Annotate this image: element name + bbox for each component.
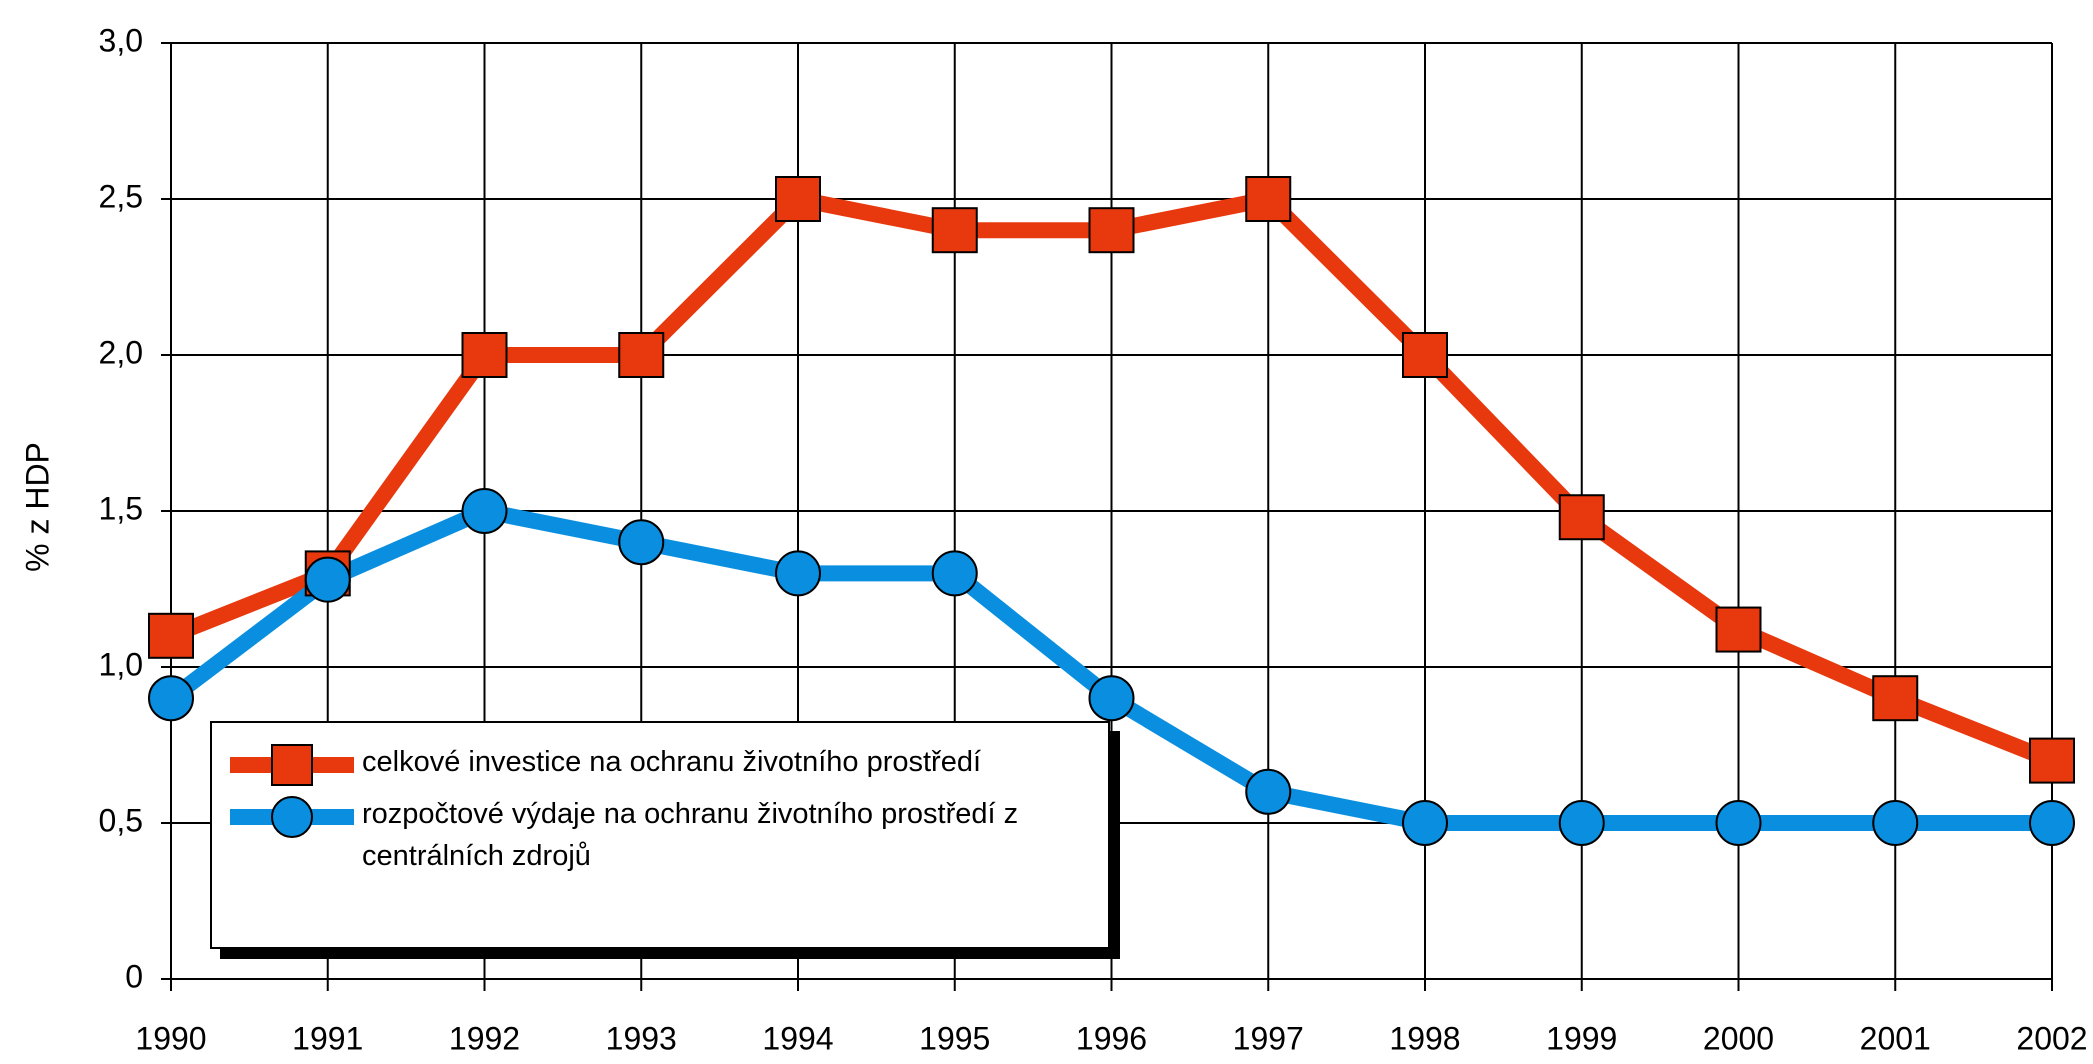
x-tick-label: 1992 <box>449 1020 520 1056</box>
data-point <box>1402 332 1448 378</box>
data-point <box>931 550 978 597</box>
data-point <box>148 612 194 659</box>
legend-swatch <box>230 796 354 838</box>
legend-label: celkové investice na ochranu životního p… <box>362 746 982 778</box>
x-tick-label: 2002 <box>2016 1020 2087 1056</box>
x-tick-label: 1996 <box>1076 1020 1147 1056</box>
x-tick-label: 1990 <box>135 1020 206 1056</box>
legend-item: rozpočtové výdaje na ochranu životního p… <box>222 793 1098 877</box>
legend-swatch <box>230 744 354 786</box>
x-tick-label: 1997 <box>1233 1020 1304 1056</box>
data-point <box>304 556 351 603</box>
data-point <box>1245 176 1292 222</box>
legend-marker <box>271 744 313 786</box>
y-tick-label: 1,0 <box>99 646 143 682</box>
data-point <box>1872 800 1919 846</box>
data-point <box>1558 494 1605 541</box>
data-point <box>1872 675 1919 722</box>
x-tick-label: 1998 <box>1389 1020 1460 1056</box>
data-point <box>1402 800 1448 846</box>
y-tick-label: 1,5 <box>99 490 143 526</box>
x-tick-label: 2001 <box>1860 1020 1931 1056</box>
y-tick-label: 0 <box>125 958 143 994</box>
y-axis-label: % z HDP <box>19 442 55 572</box>
data-point <box>1715 606 1762 653</box>
data-point <box>1558 800 1605 846</box>
data-point <box>1088 207 1135 254</box>
legend-item: celkové investice na ochranu životního p… <box>222 741 1098 789</box>
data-point <box>2029 800 2075 846</box>
x-tick-label: 1999 <box>1546 1020 1617 1056</box>
legend: celkové investice na ochranu životního p… <box>210 721 1110 949</box>
data-point <box>775 550 821 597</box>
data-point <box>618 332 665 378</box>
data-point <box>775 176 821 222</box>
y-tick-label: 0,5 <box>99 802 143 838</box>
data-point <box>1088 675 1135 722</box>
data-point <box>461 332 508 378</box>
x-tick-label: 2000 <box>1703 1020 1774 1056</box>
data-point <box>1245 768 1292 815</box>
data-point <box>2029 737 2075 784</box>
data-point <box>931 207 978 254</box>
legend-marker <box>271 796 313 838</box>
y-tick-label: 2,5 <box>99 178 143 214</box>
y-tick-label: 2,0 <box>99 334 143 370</box>
x-tick-label: 1993 <box>606 1020 677 1056</box>
y-tick-label: 3,0 <box>99 22 143 58</box>
x-tick-label: 1994 <box>762 1020 833 1056</box>
data-point <box>461 488 508 534</box>
data-point <box>618 519 665 566</box>
legend-label: rozpočtové výdaje na ochranu životního p… <box>362 798 1019 872</box>
data-point <box>1715 800 1762 846</box>
x-tick-label: 1991 <box>292 1020 363 1056</box>
x-tick-label: 1995 <box>919 1020 990 1056</box>
data-point <box>148 675 194 722</box>
